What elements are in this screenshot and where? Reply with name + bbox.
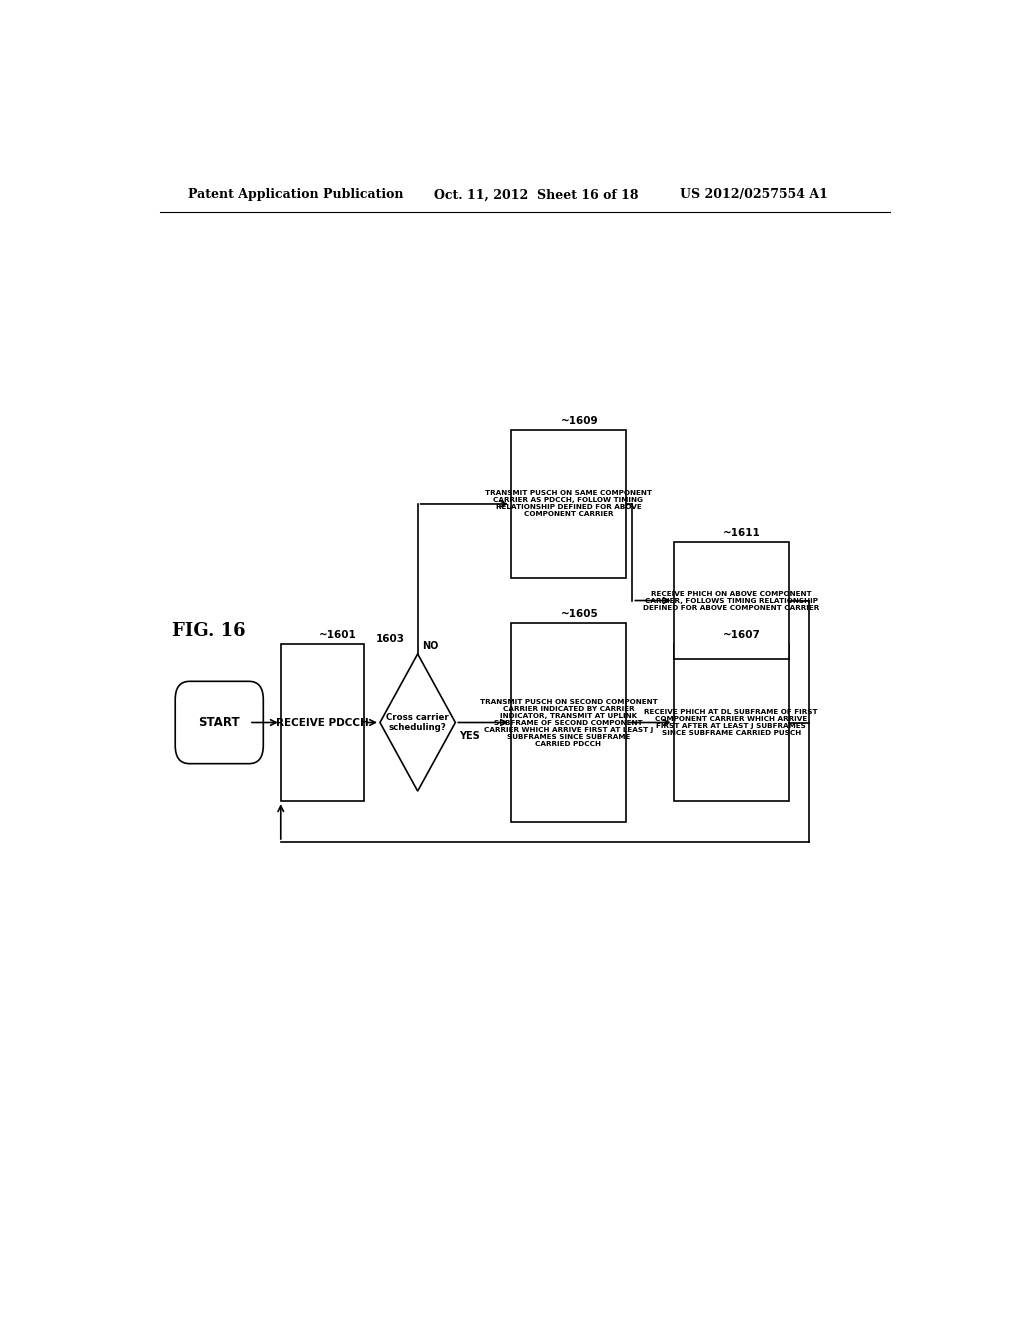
Text: ~1609: ~1609 [560,416,598,426]
Text: RECEIVE PDCCH: RECEIVE PDCCH [276,718,369,727]
Text: Cross carrier
scheduling?: Cross carrier scheduling? [386,713,450,733]
Text: START: START [199,715,240,729]
FancyBboxPatch shape [511,623,626,821]
Text: TRANSMIT PUSCH ON SECOND COMPONENT
CARRIER INDICATED BY CARRIER
INDICATOR, TRANS: TRANSMIT PUSCH ON SECOND COMPONENT CARRI… [479,698,657,747]
FancyBboxPatch shape [281,644,365,801]
Text: Patent Application Publication: Patent Application Publication [187,189,403,202]
Text: US 2012/0257554 A1: US 2012/0257554 A1 [680,189,827,202]
FancyBboxPatch shape [175,681,263,764]
Text: RECEIVE PHICH ON ABOVE COMPONENT
CARRIER, FOLLOWS TIMING RELATIONSHIP
DEFINED FO: RECEIVE PHICH ON ABOVE COMPONENT CARRIER… [643,590,819,611]
Text: RECEIVE PHICH AT DL SUBFRAME OF FIRST
COMPONENT CARRIER WHICH ARRIVE
FIRST AFTER: RECEIVE PHICH AT DL SUBFRAME OF FIRST CO… [644,709,818,737]
Text: ~1605: ~1605 [560,610,598,619]
Polygon shape [380,653,456,791]
FancyBboxPatch shape [674,543,788,659]
FancyBboxPatch shape [674,644,788,801]
Text: ~1611: ~1611 [723,528,761,539]
FancyBboxPatch shape [511,430,626,578]
Text: NO: NO [422,640,438,651]
Text: TRANSMIT PUSCH ON SAME COMPONENT
CARRIER AS PDCCH, FOLLOW TIMING
RELATIONSHIP DE: TRANSMIT PUSCH ON SAME COMPONENT CARRIER… [485,491,652,517]
Text: ~1607: ~1607 [723,630,761,640]
Text: YES: YES [460,731,480,741]
Text: Oct. 11, 2012  Sheet 16 of 18: Oct. 11, 2012 Sheet 16 of 18 [433,189,638,202]
Text: 1603: 1603 [376,634,406,644]
Text: FIG. 16: FIG. 16 [172,622,246,640]
Text: ~1601: ~1601 [318,630,356,640]
